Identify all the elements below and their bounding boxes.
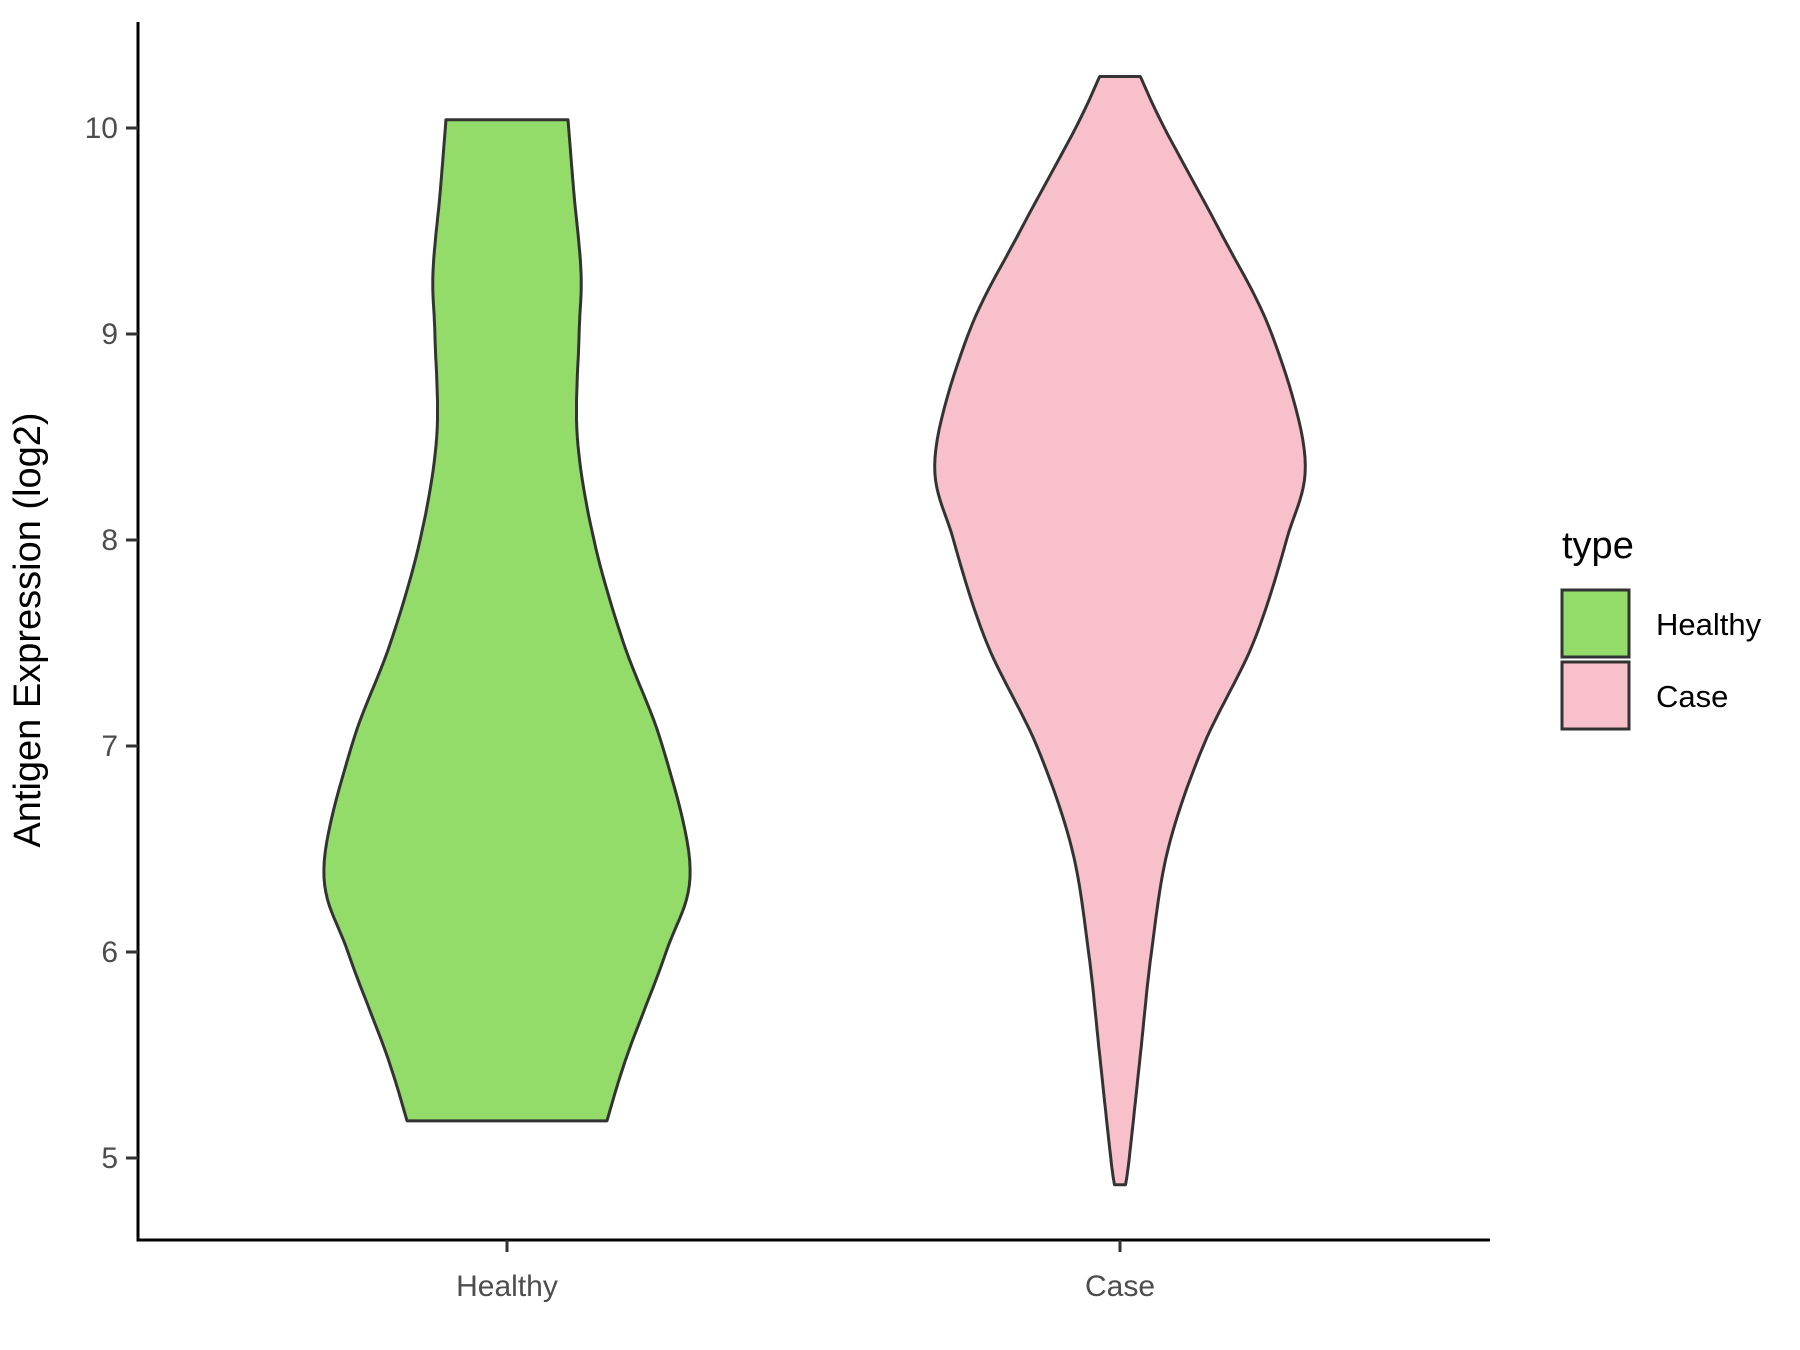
legend-label-case: Case — [1656, 679, 1728, 714]
y-tick-label: 9 — [101, 318, 118, 351]
violin-healthy — [322, 118, 692, 1123]
y-tick-label: 7 — [101, 730, 118, 763]
violin-case — [933, 75, 1307, 1187]
ticks-layer: 5 6 7 8 9 10 Healthy Case — [85, 112, 1155, 1303]
legend-label-healthy: Healthy — [1656, 607, 1762, 642]
x-tick-label: Healthy — [456, 1270, 558, 1303]
y-axis-title: Antigen Expression (log2) — [7, 412, 49, 847]
legend: type Healthy Case — [1560, 525, 1762, 731]
violins-layer — [322, 75, 1307, 1187]
legend-swatch-healthy — [1560, 588, 1631, 659]
y-tick-label: 6 — [101, 936, 118, 969]
legend-title: type — [1562, 525, 1634, 567]
y-tick-label: 8 — [101, 524, 118, 557]
legend-swatch-case — [1560, 660, 1631, 731]
y-tick-label: 5 — [101, 1142, 118, 1175]
axes-layer — [136, 22, 1490, 1242]
y-tick-label: 10 — [85, 112, 118, 145]
x-tick-label: Case — [1085, 1270, 1155, 1303]
